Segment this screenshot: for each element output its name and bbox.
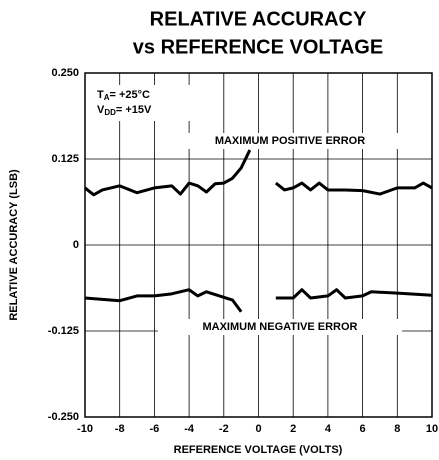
x-tick-label: 2 bbox=[290, 423, 296, 435]
legend-label: MAXIMUM NEGATIVE ERROR bbox=[202, 321, 357, 333]
x-tick-label: 8 bbox=[394, 423, 400, 435]
data-line bbox=[84, 149, 433, 197]
annotation-sub: A bbox=[104, 93, 110, 102]
x-tick-label: -8 bbox=[115, 423, 125, 435]
x-tick-label: 10 bbox=[426, 423, 438, 435]
chart-title: vs REFERENCE VOLTAGE bbox=[133, 36, 383, 58]
x-tick-label: -2 bbox=[219, 423, 229, 435]
x-tick-label: 6 bbox=[360, 423, 366, 435]
x-tick-label: 4 bbox=[325, 423, 332, 435]
x-tick-label: 0 bbox=[255, 423, 261, 435]
annotation-sub: DD bbox=[104, 108, 116, 117]
y-tick-label: 0 bbox=[73, 239, 79, 251]
annotation-rest: = +25°C bbox=[110, 89, 151, 101]
annotation: TA= +25°C bbox=[97, 89, 150, 102]
annotation: VDD= +15V bbox=[97, 104, 152, 117]
legend-bg bbox=[168, 133, 412, 149]
annotation-rest: = +15V bbox=[116, 104, 152, 116]
x-tick-label: -10 bbox=[77, 423, 93, 435]
legend-label: MAXIMUM POSITIVE ERROR bbox=[215, 135, 365, 147]
y-tick-label: 0.125 bbox=[51, 153, 79, 165]
y-axis-label: RELATIVE ACCURACY (LSB) bbox=[8, 169, 20, 321]
chart-title: RELATIVE ACCURACY bbox=[150, 8, 367, 30]
y-tick-label: -0.250 bbox=[48, 411, 79, 423]
data-line bbox=[84, 288, 433, 313]
annotation-main: T bbox=[97, 89, 104, 101]
plot-frame bbox=[84, 72, 433, 418]
x-axis-label: REFERENCE VOLTAGE (VOLTS) bbox=[174, 444, 343, 456]
y-tick-label: -0.125 bbox=[48, 325, 79, 337]
x-tick-label: -6 bbox=[150, 423, 160, 435]
x-tick-label: -4 bbox=[184, 423, 195, 435]
annotation-main: V bbox=[97, 104, 105, 116]
legend-bg bbox=[158, 319, 402, 335]
y-tick-label: 0.250 bbox=[51, 67, 79, 79]
legend-box bbox=[93, 85, 203, 121]
